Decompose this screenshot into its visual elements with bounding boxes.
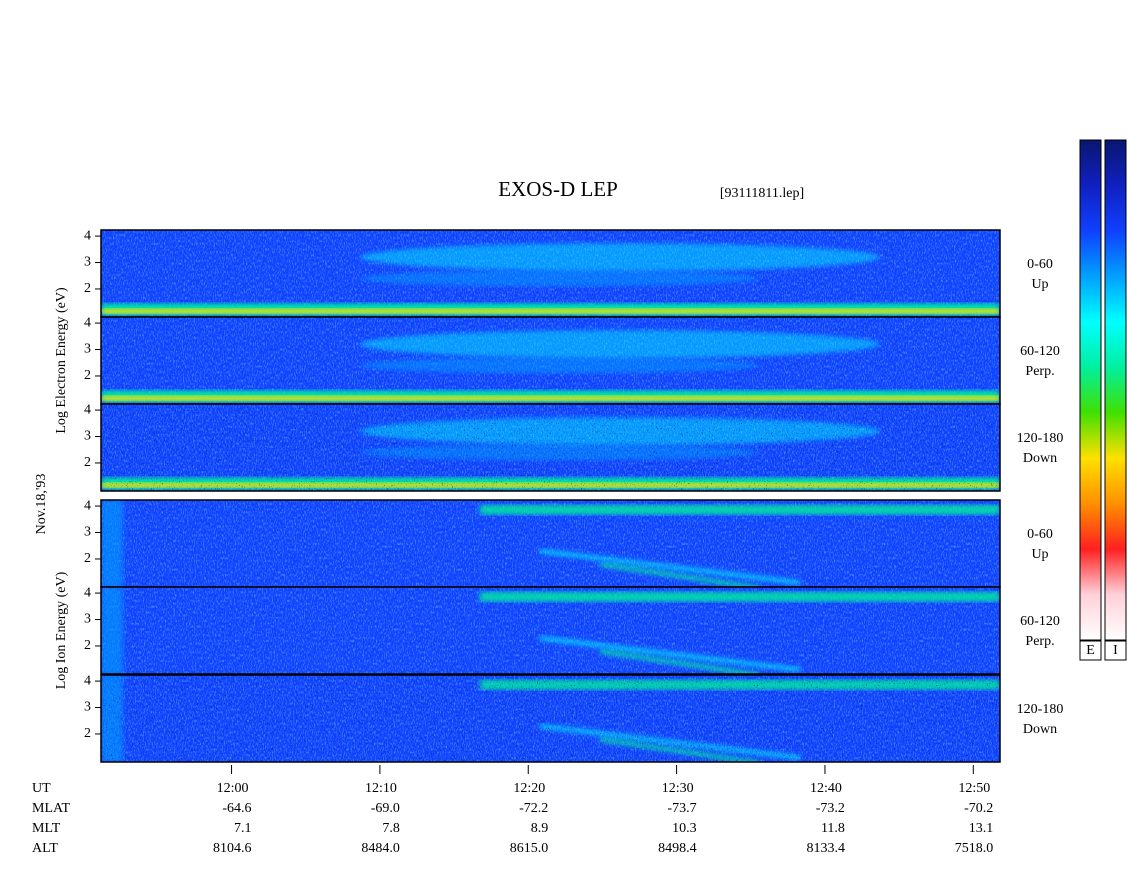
panel-angle: 120-180 <box>1017 431 1064 446</box>
y-tick-label: 3 <box>84 612 91 627</box>
streak <box>539 548 801 586</box>
row-value: 7.8 <box>382 821 400 836</box>
row-value: -69.0 <box>371 801 400 816</box>
row-name: MLAT <box>32 801 71 816</box>
panel-angle: 0-60 <box>1027 527 1053 542</box>
low-energy-core <box>101 395 1000 401</box>
row-value: 7518.0 <box>955 841 994 856</box>
panel-direction: Perp. <box>1025 364 1054 379</box>
panel-frame <box>100 586 1001 675</box>
row-value: -73.2 <box>816 801 845 816</box>
edge-glow <box>101 587 123 674</box>
streak <box>599 561 761 587</box>
y-tick-label: 3 <box>84 342 91 357</box>
haze <box>360 357 760 374</box>
y-tick-label: 4 <box>84 228 91 243</box>
y-tick-label: 4 <box>84 498 91 513</box>
edge-glow <box>101 500 123 587</box>
x-tick-label: 12:10 <box>365 781 397 796</box>
y-tick-label: 3 <box>84 525 91 540</box>
y-tick-label: 4 <box>84 315 91 330</box>
y-tick-label: 2 <box>84 726 91 741</box>
y-tick-label: 2 <box>84 368 91 383</box>
streak <box>539 635 801 673</box>
row-value: 8.9 <box>531 821 549 836</box>
row-value: 7.1 <box>234 821 252 836</box>
colorbar-label: E <box>1086 643 1095 658</box>
row-value: 8484.0 <box>361 841 400 856</box>
row-value: 8133.4 <box>806 841 845 856</box>
y-tick-label: 3 <box>84 700 91 715</box>
low-energy-core <box>101 308 1000 314</box>
panel-angle: 0-60 <box>1027 257 1053 272</box>
panel-direction: Perp. <box>1025 634 1054 649</box>
spectrogram <box>101 500 1000 587</box>
row-value: 13.1 <box>969 821 994 836</box>
haze <box>360 270 760 287</box>
streak <box>599 648 761 674</box>
date-label: Nov.18,'93 <box>34 474 49 535</box>
panel-angle: 120-180 <box>1017 702 1064 717</box>
spectrogram <box>101 404 1000 491</box>
x-tick-label: 12:40 <box>810 781 842 796</box>
y-tick-label: 2 <box>84 551 91 566</box>
dark-noise <box>101 675 1000 762</box>
y-tick-label: 3 <box>84 429 91 444</box>
group-label: Log Ion Energy (eV) <box>54 571 69 689</box>
y-tick-label: 4 <box>84 673 91 688</box>
file-name: [93111811.lep] <box>720 186 804 201</box>
row-name: ALT <box>32 841 58 856</box>
row-value: 8104.6 <box>213 841 252 856</box>
x-tick-label: 12:20 <box>513 781 545 796</box>
spectrogram <box>101 317 1000 404</box>
panel-angle: 60-120 <box>1020 614 1060 629</box>
y-tick-label: 4 <box>84 402 91 417</box>
panel-direction: Up <box>1031 277 1048 292</box>
haze <box>360 243 880 272</box>
row-value: -70.2 <box>964 801 993 816</box>
chart-title: EXOS-D LEP <box>498 177 618 201</box>
y-tick-label: 2 <box>84 638 91 653</box>
row-value: 11.8 <box>821 821 845 836</box>
y-tick-label: 3 <box>84 255 91 270</box>
y-tick-label: 4 <box>84 585 91 600</box>
colorbar-label-box <box>1104 640 1127 661</box>
x-tick-label: 12:30 <box>662 781 694 796</box>
spectrogram <box>101 230 1000 317</box>
row-name: UT <box>32 781 51 796</box>
panel-direction: Up <box>1031 547 1048 562</box>
y-tick-label: 2 <box>84 455 91 470</box>
spectrogram <box>101 587 1000 674</box>
top-band <box>480 504 1000 515</box>
colorbar <box>1104 139 1127 641</box>
y-tick-label: 2 <box>84 281 91 296</box>
row-value: -72.2 <box>519 801 548 816</box>
row-value: 8615.0 <box>510 841 549 856</box>
panel-direction: Down <box>1023 451 1057 466</box>
panel-direction: Down <box>1023 722 1057 737</box>
panel-frame <box>100 403 1001 492</box>
colorbar <box>1079 139 1102 641</box>
dark-noise <box>101 404 1000 491</box>
x-tick-label: 12:50 <box>958 781 990 796</box>
row-name: MLT <box>32 821 61 836</box>
panel-angle: 60-120 <box>1020 344 1060 359</box>
row-value: -64.6 <box>222 801 251 816</box>
colorbar-label-box <box>1079 640 1102 661</box>
colorbar-label: I <box>1113 643 1118 658</box>
row-value: 8498.4 <box>658 841 697 856</box>
haze <box>360 330 880 359</box>
top-band <box>480 591 1000 602</box>
panel-frame <box>100 674 1001 763</box>
group-label: Log Electron Energy (eV) <box>54 287 69 434</box>
spectrogram <box>101 675 1000 762</box>
x-tick-label: 12:00 <box>217 781 249 796</box>
row-value: 10.3 <box>672 821 697 836</box>
row-value: -73.7 <box>667 801 696 816</box>
